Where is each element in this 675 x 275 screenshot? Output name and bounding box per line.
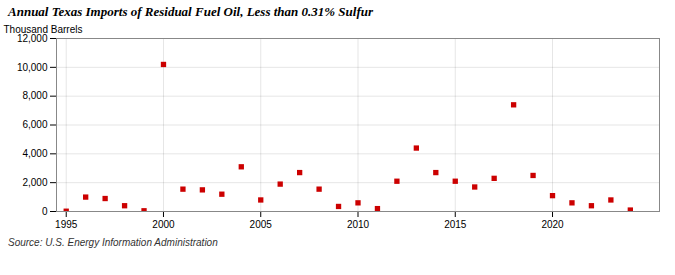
svg-text:2005: 2005 [250, 219, 273, 230]
svg-text:8,000: 8,000 [22, 90, 47, 101]
svg-text:10,000: 10,000 [17, 62, 48, 73]
html-text:Annual Texas Imports of Residu: Annual Texas Imports of Residual Fuel Oi… [8, 4, 374, 19]
svg-text:Thousand Barrels: Thousand Barrels [4, 24, 83, 35]
svg-text:2015: 2015 [444, 219, 467, 230]
svg-text:6,000: 6,000 [22, 119, 47, 130]
svg-text:4,000: 4,000 [22, 148, 47, 159]
svg-text:12,000: 12,000 [16, 32, 48, 44]
svg-text:2,000: 2,000 [22, 177, 47, 188]
svg-text:1995: 1995 [55, 219, 78, 230]
svg-text:0: 0 [42, 206, 48, 217]
html-text:Source: U.S. Energy Informatio: Source: U.S. Energy Information Administ… [8, 237, 218, 248]
svg-text:2010: 2010 [347, 219, 370, 230]
svg-text:2000: 2000 [152, 219, 175, 230]
svg-text:2020: 2020 [541, 219, 564, 230]
